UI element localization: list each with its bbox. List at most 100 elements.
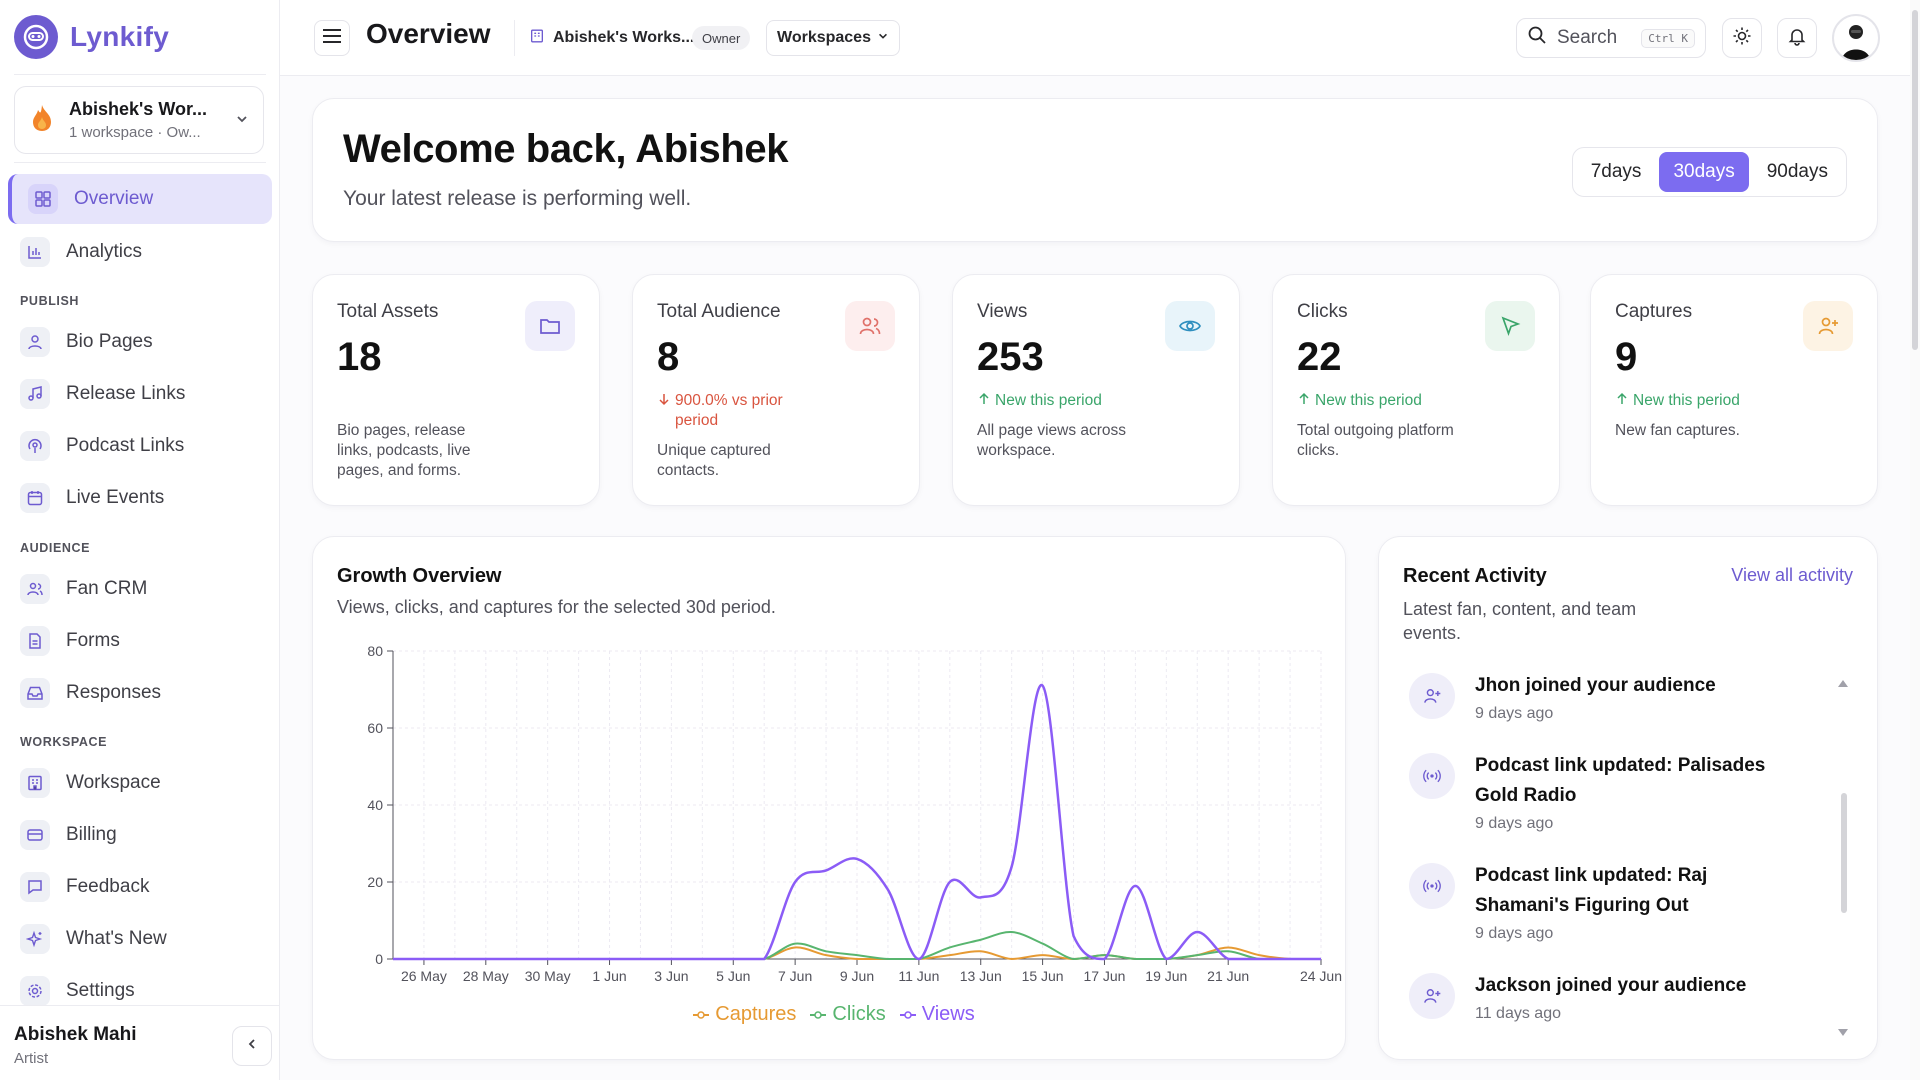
scroll-up-arrow-icon[interactable] <box>1837 675 1849 693</box>
notifications-button[interactable] <box>1777 18 1817 58</box>
activity-text: Jackson joined your audience <box>1475 975 1747 996</box>
x-tick-label: 3 Jun <box>654 968 688 984</box>
stat-card-captures[interactable]: Captures 9 New this period New fan captu… <box>1590 274 1878 506</box>
search-button[interactable]: Search Ctrl K <box>1516 18 1706 58</box>
y-tick-label: 20 <box>367 874 383 890</box>
growth-chart[interactable]: 0 20 40 60 80 26 May 28 May 30 May 1 Jun 3 Jun 5 J… <box>313 537 1347 1057</box>
x-tick-label: 9 Jun <box>840 968 874 984</box>
sidebar-item-feedback[interactable]: Feedback <box>8 862 272 912</box>
legend-captures[interactable]: Captures <box>693 1003 796 1026</box>
activity-subtitle: Latest fan, content, and team events. <box>1403 599 1637 643</box>
series-line-views <box>392 684 1321 961</box>
activity-scrollbar[interactable] <box>1841 793 1847 913</box>
sidebar-item-forms[interactable]: Forms <box>8 616 272 666</box>
broadcast-icon <box>1409 753 1455 799</box>
grid-icon <box>28 184 58 214</box>
x-tick-label: 24 Jun <box>1300 968 1342 984</box>
sparkles-icon <box>20 924 50 954</box>
activity-text: Podcast link updated: Raj Shamani's Figu… <box>1475 865 1708 916</box>
legend-label: Views <box>921 1003 975 1025</box>
sidebar-item-podcast-links[interactable]: Podcast Links <box>8 421 272 471</box>
x-tick-label: 5 Jun <box>716 968 750 984</box>
sidebar-item-label: Responses <box>66 682 162 703</box>
menu-button[interactable] <box>314 20 350 56</box>
stat-description: Unique captured contacts. <box>657 442 771 479</box>
sidebar-item-whats-new[interactable]: What's New <box>8 914 272 964</box>
stat-label: Total Assets <box>337 301 439 322</box>
stat-label: Captures <box>1615 301 1693 322</box>
sidebar-item-label: Release Links <box>66 383 186 404</box>
legend-views[interactable]: Views <box>899 1003 975 1026</box>
sidebar-item-label: Bio Pages <box>66 331 153 352</box>
sidebar-item-label: Feedback <box>66 876 150 897</box>
view-all-activity-link[interactable]: View all activity <box>1731 565 1853 585</box>
stat-value: 253 <box>977 335 1044 379</box>
hamburger-icon <box>322 28 342 49</box>
document-icon <box>20 626 50 656</box>
legend-clicks[interactable]: Clicks <box>810 1003 886 1026</box>
search-shortcut: Ctrl K <box>1641 28 1695 48</box>
stat-card-total-assets[interactable]: Total Assets 18 Bio pages, release links… <box>312 274 600 506</box>
arrow-down-icon <box>657 391 671 413</box>
workspace-name: Abishek's Wor... <box>69 99 207 119</box>
user-plus-icon <box>1803 301 1853 351</box>
section-title-publish: PUBLISH <box>20 294 80 308</box>
broadcast-icon <box>1409 863 1455 909</box>
page-scrollbar-thumb[interactable] <box>1912 10 1918 350</box>
sidebar-item-responses[interactable]: Responses <box>8 668 272 718</box>
stat-value: 18 <box>337 335 382 379</box>
users-icon <box>845 301 895 351</box>
user-icon <box>20 327 50 357</box>
user-plus-icon <box>1409 973 1455 1019</box>
stat-card-clicks[interactable]: Clicks 22 New this period Total outgoing… <box>1272 274 1560 506</box>
sidebar-item-label: Podcast Links <box>66 435 185 456</box>
user-avatar[interactable] <box>1832 14 1880 62</box>
range-7days[interactable]: 7days <box>1590 161 1642 182</box>
stat-card-views[interactable]: Views 253 New this period All page views… <box>952 274 1240 506</box>
arrow-up-icon <box>1297 391 1311 413</box>
range-30days[interactable]: 30days <box>1659 152 1749 192</box>
workspace-switcher[interactable]: Abishek's Wor... 1 workspace · Ow... <box>14 86 264 154</box>
workspaces-dropdown[interactable]: Workspaces <box>766 20 900 56</box>
sidebar-item-billing[interactable]: Billing <box>8 810 272 860</box>
range-90days[interactable]: 90days <box>1766 161 1828 182</box>
user-name: Abishek Mahi <box>14 1024 137 1045</box>
x-tick-label: 15 Jun <box>1022 968 1064 984</box>
stat-description: All page views across workspace. <box>977 422 1127 459</box>
stat-label: Total Audience <box>657 301 781 322</box>
podcast-icon <box>20 431 50 461</box>
stat-label: Clicks <box>1297 301 1348 322</box>
collapse-sidebar-button[interactable] <box>232 1026 272 1066</box>
date-range-selector: 7days 30days 90days <box>1571 147 1847 197</box>
stat-card-total-audience[interactable]: Total Audience 8 900.0% vs prior period … <box>632 274 920 506</box>
activity-time: 9 days ago <box>1475 815 1554 832</box>
sidebar-item-analytics[interactable]: Analytics <box>8 227 272 277</box>
sidebar-item-label: Live Events <box>66 487 165 508</box>
app-logo[interactable]: Lynkify <box>14 14 169 60</box>
sidebar: Lynkify Abishek's Wor... 1 workspace · O… <box>0 0 280 1080</box>
stat-value: 22 <box>1297 335 1342 379</box>
bell-icon <box>1787 26 1807 51</box>
inbox-icon <box>20 678 50 708</box>
theme-toggle-button[interactable] <box>1722 18 1762 58</box>
workspace-crumb-label: Abishek's Works... <box>553 29 695 46</box>
sidebar-item-workspace[interactable]: Workspace <box>8 758 272 808</box>
activity-text: Jhon joined your audience <box>1475 675 1716 696</box>
sidebar-item-overview[interactable]: Overview <box>8 174 272 224</box>
legend-label: Captures <box>715 1003 797 1025</box>
sidebar-item-release-links[interactable]: Release Links <box>8 369 272 419</box>
activity-text: Podcast link updated: Palisades Gold Rad… <box>1475 755 1766 806</box>
stat-trend: New this period <box>977 391 1127 411</box>
activity-time: 11 days ago <box>1475 1005 1561 1022</box>
workspace-breadcrumb[interactable]: Abishek's Works... <box>514 20 694 56</box>
x-tick-label: 7 Jun <box>778 968 812 984</box>
scroll-down-arrow-icon[interactable] <box>1837 1025 1849 1043</box>
sidebar-item-settings[interactable]: Settings <box>8 966 272 1016</box>
search-label: Search <box>1557 27 1618 48</box>
sidebar-item-bio-pages[interactable]: Bio Pages <box>8 317 272 367</box>
sidebar-item-fan-crm[interactable]: Fan CRM <box>8 564 272 614</box>
users-icon <box>20 574 50 604</box>
page-scrollbar[interactable] <box>1910 0 1920 1080</box>
sidebar-item-live-events[interactable]: Live Events <box>8 473 272 523</box>
chart-title: Growth Overview <box>337 565 502 587</box>
